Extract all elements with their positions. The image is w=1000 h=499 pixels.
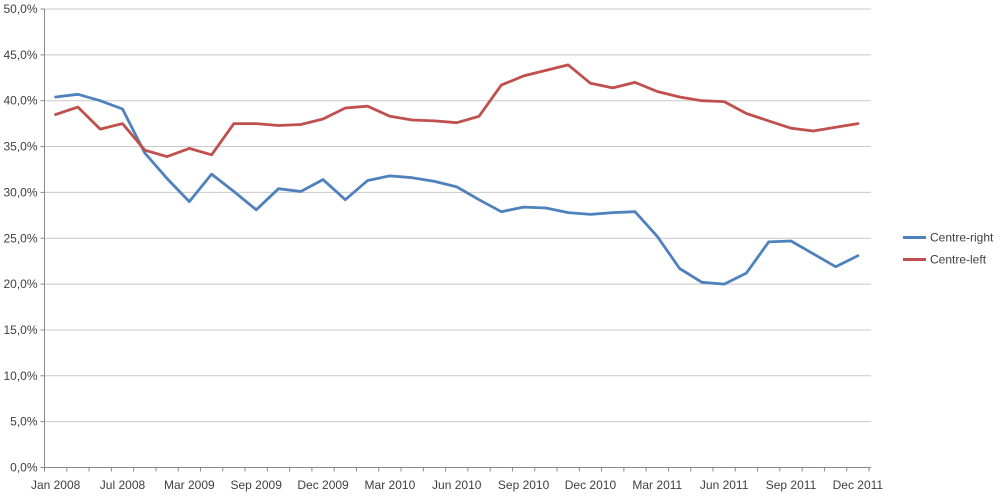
legend-label: Centre-right <box>930 231 994 245</box>
y-axis-label: 50,0% <box>3 2 37 16</box>
y-axis-label: 10,0% <box>3 369 37 383</box>
x-axis-labels: Jan 2008 Jul 2008 Mar 2009 Sep 2009 Dec 2009… <box>31 478 883 492</box>
x-axis-label: Jan 2008 <box>31 478 81 492</box>
x-axis-label: Dec 2011 <box>833 478 884 492</box>
y-axis-label: 25,0% <box>3 231 37 245</box>
y-axis-label: 5,0% <box>10 415 38 429</box>
y-axis-label: 45,0% <box>3 48 37 62</box>
series-line-centre-right <box>54 92 860 286</box>
x-axis-label: Sep 2009 <box>231 478 283 492</box>
y-axis-label: 0,0% <box>10 461 38 475</box>
y-axis-labels: 0,0% 5,0% 10,0% 15,0% 20,0% 25,0% 30,0% 35,0% 40… <box>3 2 37 475</box>
y-axis-label: 35,0% <box>3 140 37 154</box>
series-lines <box>54 63 860 286</box>
legend: Centre-right Centre-left <box>903 231 994 267</box>
series-line-centre-left <box>54 63 860 159</box>
x-axis-label: Dec 2009 <box>297 478 349 492</box>
y-axis-label: 40,0% <box>3 94 37 108</box>
legend-label: Centre-left <box>930 253 987 267</box>
x-axis-label: Jun 2010 <box>432 478 482 492</box>
axes <box>40 8 871 472</box>
x-axis-label: Sep 2011 <box>766 478 817 492</box>
x-axis-label: Dec 2010 <box>565 478 617 492</box>
x-axis-label: Jun 2011 <box>700 478 749 492</box>
y-axis-label: 30,0% <box>3 185 37 199</box>
gridlines <box>44 8 871 423</box>
x-axis-label: Mar 2011 <box>632 478 682 492</box>
y-axis-label: 20,0% <box>3 277 37 291</box>
x-axis-label: Mar 2009 <box>164 478 215 492</box>
y-axis-label: 15,0% <box>3 323 37 337</box>
x-axis-label: Sep 2010 <box>498 478 550 492</box>
x-axis-label: Jul 2008 <box>100 478 146 492</box>
x-axis-label: Mar 2010 <box>365 478 416 492</box>
